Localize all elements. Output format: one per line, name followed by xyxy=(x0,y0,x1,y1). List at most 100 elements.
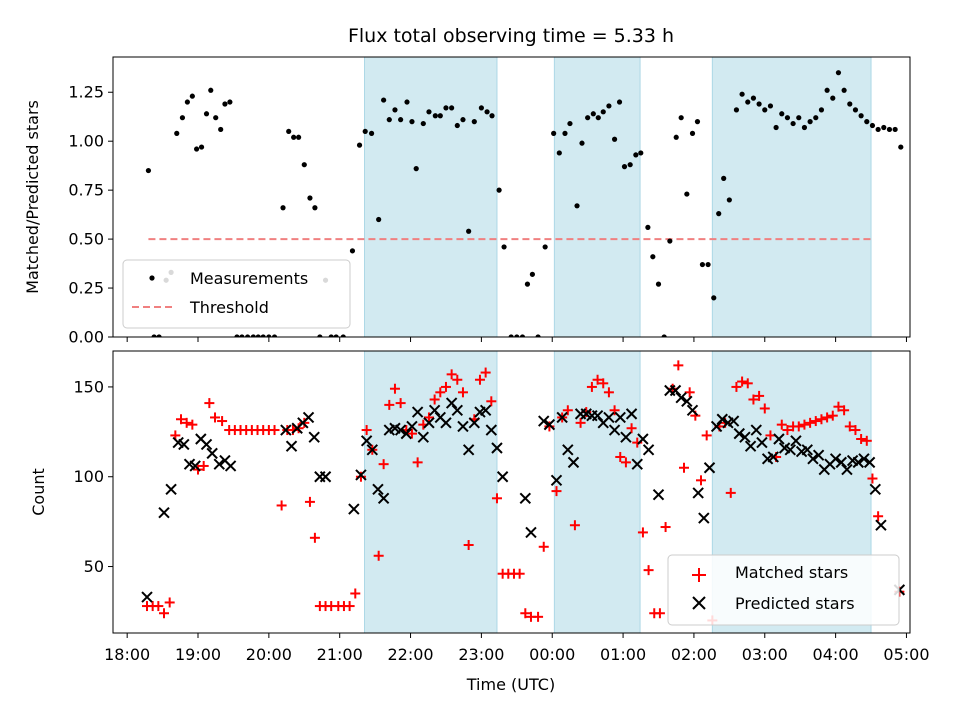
matched-star-point xyxy=(514,568,525,579)
matched-star-point xyxy=(562,405,573,416)
measurement-point xyxy=(562,130,568,136)
measurement-point xyxy=(638,150,644,156)
measurement-point xyxy=(847,101,853,107)
predicted-star-point xyxy=(423,417,435,429)
measurement-point xyxy=(784,115,791,121)
measurement-point xyxy=(733,107,740,113)
predicted-star-point xyxy=(698,512,710,524)
predicted-star-point xyxy=(608,424,621,436)
measurement-point xyxy=(426,109,432,115)
measurement-point xyxy=(773,124,779,131)
matched-star-point xyxy=(474,374,485,385)
top-y-tick-label: 0.75 xyxy=(68,181,104,200)
predicted-star-point xyxy=(165,483,177,496)
count-panel: 50 100 150 18:00 19:00 20:00 21:00 22:00 23:00 0… xyxy=(29,350,930,694)
predicted-star-point xyxy=(189,460,201,472)
measurement-point xyxy=(317,334,323,337)
top-y-tick-label: 0.00 xyxy=(68,328,104,347)
predicted-star-point xyxy=(773,433,785,445)
measurement-point xyxy=(245,334,251,337)
measurement-point xyxy=(886,126,893,133)
x-tick-label: 23:00 xyxy=(458,645,504,664)
measurement-point xyxy=(189,93,195,99)
predicted-star-point xyxy=(525,526,537,539)
predicted-star-point xyxy=(302,411,315,424)
predicted-star-point xyxy=(767,451,779,463)
predicted-star-point xyxy=(852,456,864,469)
measurement-point xyxy=(579,140,585,146)
top-legend-box xyxy=(122,259,351,329)
matched-star-point xyxy=(181,417,192,428)
measurement-point xyxy=(501,244,507,250)
bottom-y-tick-label: 50 xyxy=(84,557,104,576)
measurement-point xyxy=(694,119,701,125)
measurement-point xyxy=(409,119,415,125)
predicted-star-point xyxy=(675,391,687,404)
predicted-star-point xyxy=(348,503,360,515)
measurement-point xyxy=(684,191,690,197)
predicted-star-point xyxy=(479,404,492,416)
predicted-star-point xyxy=(739,431,751,443)
measurement-point xyxy=(841,87,847,93)
measurement-point xyxy=(437,113,443,119)
matched-star-point xyxy=(429,394,440,405)
measurement-point xyxy=(835,70,842,76)
measurement-point xyxy=(286,128,292,135)
predicted-star-point xyxy=(784,444,796,456)
matched-star-point xyxy=(867,473,878,484)
measurement-point xyxy=(616,99,623,105)
matched-star-point xyxy=(742,378,753,389)
measurement-point xyxy=(818,107,825,113)
measurement-point xyxy=(432,113,438,119)
matched-star-point xyxy=(463,539,474,550)
predicted-star-point xyxy=(550,474,563,487)
matched-star-point xyxy=(748,394,759,405)
matched-star-point xyxy=(603,387,614,398)
predicted-star-point xyxy=(462,444,475,456)
legend-measurement-marker xyxy=(149,275,155,281)
chart-title: Flux total observing time = 5.33 h xyxy=(348,25,674,47)
matched-star-point xyxy=(373,550,384,561)
measurement-point xyxy=(881,124,887,131)
matched-star-point xyxy=(626,423,637,434)
predicted-star-point xyxy=(372,483,384,496)
predicted-star-point xyxy=(567,456,580,469)
legend-matched-label: Matched stars xyxy=(735,563,848,582)
measurement-point xyxy=(151,334,157,337)
measurement-point xyxy=(312,205,318,211)
matched-star-point xyxy=(153,601,164,612)
legend-predicted-marker xyxy=(692,596,706,610)
predicted-star-point xyxy=(141,591,153,603)
measurement-point xyxy=(368,130,375,136)
predicted-star-point xyxy=(428,404,441,416)
matched-star-point xyxy=(737,376,748,387)
measurement-point xyxy=(739,91,745,97)
matched-star-point xyxy=(435,387,446,398)
matched-star-point xyxy=(673,360,684,371)
measurement-point xyxy=(356,142,363,148)
matched-star-point xyxy=(486,396,497,407)
predicted-star-point xyxy=(360,435,373,447)
predicted-star-point xyxy=(213,458,225,470)
matched-star-point xyxy=(754,390,765,401)
predicted-star-point xyxy=(206,447,218,460)
observing-shades-top xyxy=(363,57,872,337)
observing-interval-shade xyxy=(711,57,872,337)
measurement-point xyxy=(222,101,228,107)
matched-star-point xyxy=(412,457,423,468)
matched-star-point xyxy=(839,405,850,416)
top-legend: Measurements Threshold xyxy=(122,259,351,329)
measurement-point xyxy=(471,119,477,125)
predicted-star-point xyxy=(468,417,481,429)
matched-star-point xyxy=(187,419,198,430)
matched-star-point xyxy=(491,493,502,504)
measurement-point xyxy=(801,124,808,131)
measurement-point xyxy=(489,113,495,119)
predicted-star-point xyxy=(603,411,615,424)
matched-star-point xyxy=(217,416,228,427)
predicted-star-point xyxy=(835,456,847,469)
matched-star-point xyxy=(538,541,549,552)
measurement-point xyxy=(762,107,768,113)
observing-interval-shade xyxy=(553,57,641,337)
matched-star-point xyxy=(856,434,867,445)
